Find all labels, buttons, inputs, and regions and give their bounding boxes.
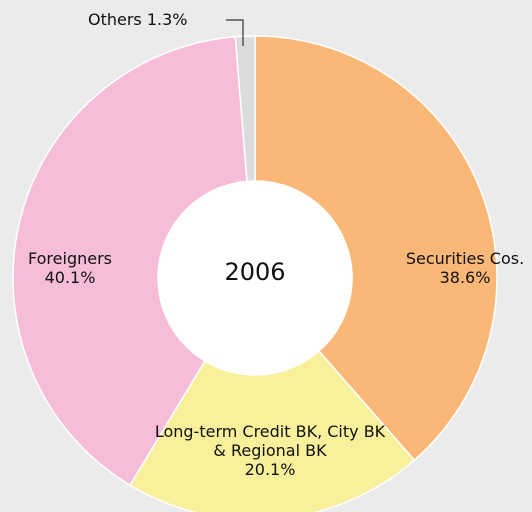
slice-value: 40.1% [44, 268, 96, 287]
slice-value: 38.6% [439, 268, 491, 287]
slice-name: Foreigners [28, 249, 112, 268]
center-label: 2006 [224, 258, 286, 286]
slice-name: Long-term Credit BK, City BK & Regional … [154, 422, 386, 460]
slice-value: 20.1% [244, 460, 296, 479]
slice-label: Others 1.3% [88, 10, 188, 29]
slice-name: Others [88, 10, 142, 29]
leader-line [226, 19, 244, 46]
slice-label: Securities Cos. 38.6% [400, 249, 530, 287]
slice-label: Long-term Credit BK, City BK & Regional … [150, 422, 390, 479]
slice-name: Securities Cos. [405, 249, 525, 268]
donut-hole [158, 181, 352, 375]
slice-value: 1.3% [146, 10, 188, 29]
slice-label: Foreigners 40.1% [15, 249, 125, 287]
